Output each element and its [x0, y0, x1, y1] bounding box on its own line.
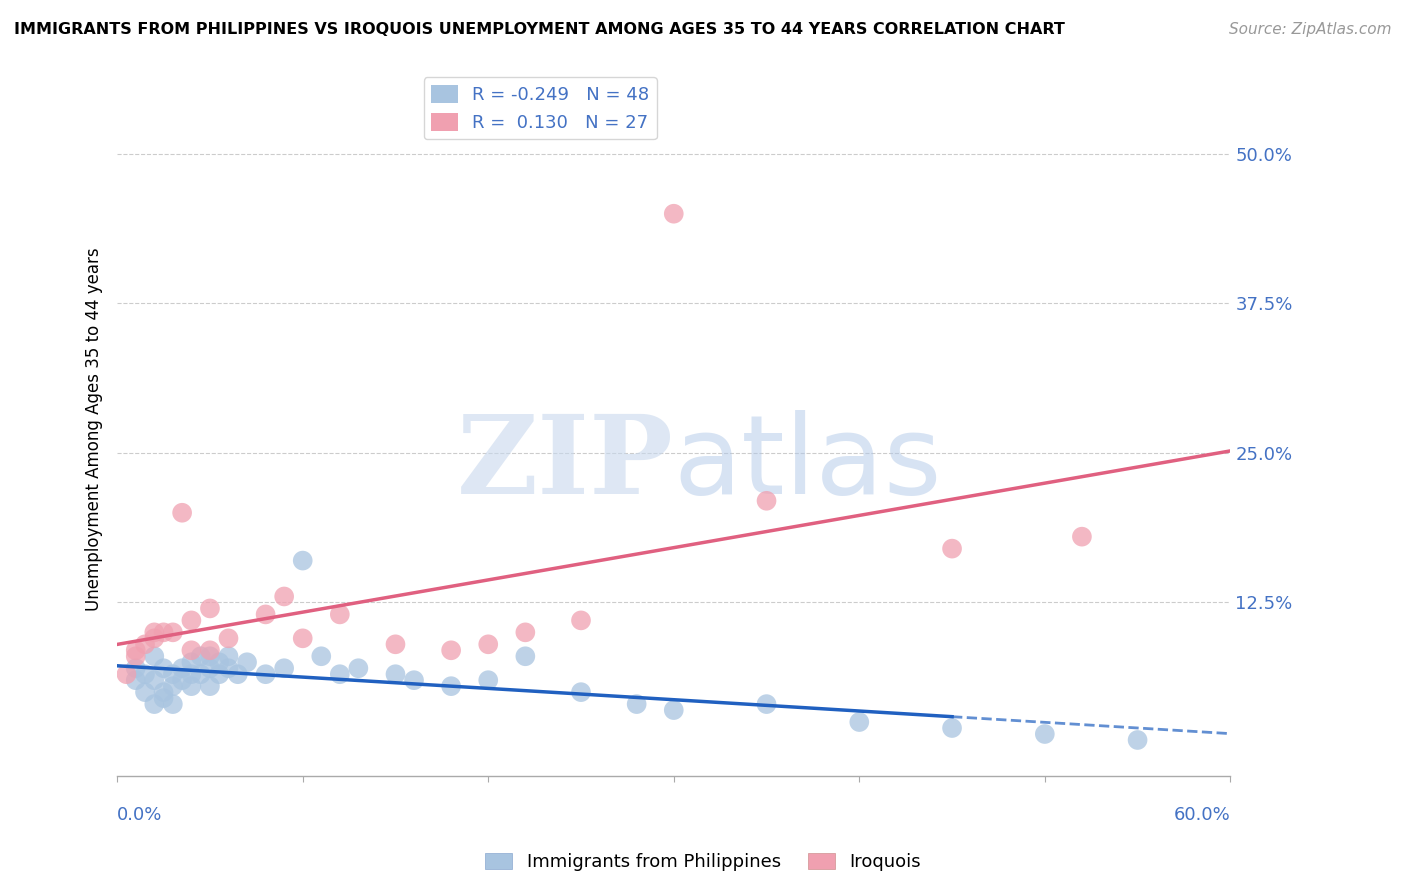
Text: 0.0%: 0.0%: [117, 805, 163, 824]
Point: [198, 661, 221, 675]
Point: [848, 714, 870, 729]
Point: [218, 661, 240, 675]
Point: [273, 590, 295, 604]
Point: [152, 691, 174, 706]
Point: [515, 625, 537, 640]
Point: [1126, 733, 1149, 747]
Point: [134, 685, 156, 699]
Legend: Immigrants from Philippines, Iroquois: Immigrants from Philippines, Iroquois: [478, 846, 928, 879]
Point: [134, 637, 156, 651]
Text: ZIP: ZIP: [457, 410, 673, 517]
Point: [190, 649, 212, 664]
Point: [143, 673, 166, 688]
Point: [254, 667, 277, 681]
Point: [143, 697, 166, 711]
Text: IMMIGRANTS FROM PHILIPPINES VS IROQUOIS UNEMPLOYMENT AMONG AGES 35 TO 44 YEARS C: IMMIGRANTS FROM PHILIPPINES VS IROQUOIS …: [14, 22, 1064, 37]
Point: [125, 673, 148, 688]
Point: [755, 493, 778, 508]
Y-axis label: Unemployment Among Ages 35 to 44 years: Unemployment Among Ages 35 to 44 years: [86, 247, 103, 611]
Point: [755, 697, 778, 711]
Point: [180, 643, 202, 657]
Point: [273, 661, 295, 675]
Point: [329, 607, 352, 622]
Point: [172, 661, 194, 675]
Point: [569, 685, 592, 699]
Point: [254, 607, 277, 622]
Point: [477, 673, 499, 688]
Point: [125, 661, 148, 675]
Point: [626, 697, 648, 711]
Point: [218, 632, 240, 646]
Point: [190, 667, 212, 681]
Point: [477, 637, 499, 651]
Point: [384, 667, 406, 681]
Point: [291, 632, 314, 646]
Point: [152, 661, 174, 675]
Point: [198, 601, 221, 615]
Point: [162, 667, 184, 681]
Point: [143, 625, 166, 640]
Point: [198, 649, 221, 664]
Point: [662, 703, 685, 717]
Point: [198, 643, 221, 657]
Point: [208, 655, 231, 669]
Point: [440, 679, 463, 693]
Point: [662, 207, 685, 221]
Point: [515, 649, 537, 664]
Point: [152, 685, 174, 699]
Point: [291, 553, 314, 567]
Point: [941, 541, 963, 556]
Point: [162, 679, 184, 693]
Point: [134, 667, 156, 681]
Point: [440, 643, 463, 657]
Point: [152, 625, 174, 640]
Point: [162, 697, 184, 711]
Point: [172, 506, 194, 520]
Point: [226, 667, 249, 681]
Point: [329, 667, 352, 681]
Point: [162, 625, 184, 640]
Text: atlas: atlas: [673, 410, 942, 517]
Legend: R = -0.249   N = 48, R =  0.130   N = 27: R = -0.249 N = 48, R = 0.130 N = 27: [423, 78, 657, 139]
Point: [143, 649, 166, 664]
Point: [569, 613, 592, 627]
Point: [172, 673, 194, 688]
Point: [1033, 727, 1056, 741]
Point: [309, 649, 332, 664]
Point: [402, 673, 425, 688]
Text: Source: ZipAtlas.com: Source: ZipAtlas.com: [1229, 22, 1392, 37]
Point: [384, 637, 406, 651]
Text: 60.0%: 60.0%: [1174, 805, 1230, 824]
Point: [347, 661, 370, 675]
Point: [125, 643, 148, 657]
Point: [180, 667, 202, 681]
Point: [115, 667, 138, 681]
Point: [180, 613, 202, 627]
Point: [180, 679, 202, 693]
Point: [941, 721, 963, 735]
Point: [180, 655, 202, 669]
Point: [236, 655, 259, 669]
Point: [1071, 530, 1094, 544]
Point: [208, 667, 231, 681]
Point: [125, 649, 148, 664]
Point: [218, 649, 240, 664]
Point: [198, 679, 221, 693]
Point: [143, 632, 166, 646]
